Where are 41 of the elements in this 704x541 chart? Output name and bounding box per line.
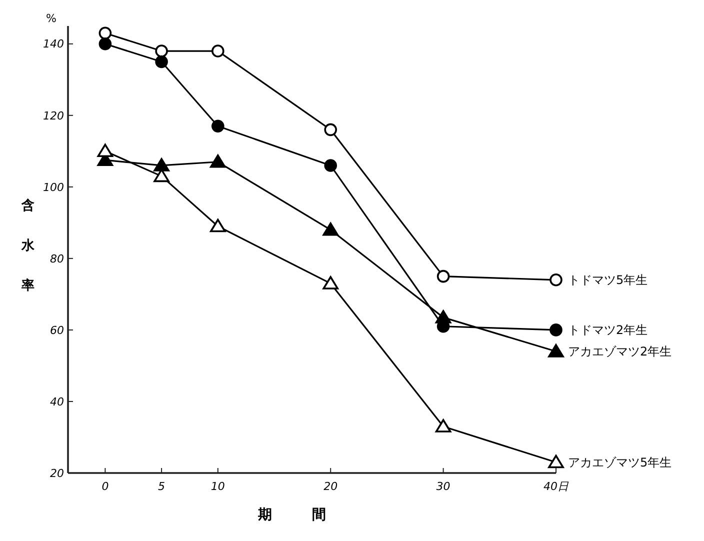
point <box>435 419 452 432</box>
point <box>322 276 338 290</box>
series-label: トドマツ5年生 <box>568 273 648 288</box>
point <box>98 37 112 50</box>
point <box>154 158 170 172</box>
series-label: アカエゾマツ2年生 <box>568 344 672 359</box>
x-tick-label: 20 <box>324 480 338 493</box>
y-tick-label: 20 <box>50 466 64 480</box>
y-tick-label: 100 <box>43 180 64 194</box>
point <box>97 144 114 158</box>
x-axis-title: 期間 <box>257 507 366 523</box>
point <box>548 344 564 358</box>
point <box>324 159 337 172</box>
point <box>211 120 224 133</box>
x-tick-label: 30 <box>436 480 450 493</box>
text: % <box>46 12 56 25</box>
x-tick-label: 0 <box>102 480 109 493</box>
point <box>210 154 226 168</box>
point <box>211 44 224 58</box>
series-label: アカエゾマツ5年生 <box>568 455 672 470</box>
x-tick-label: 10 <box>210 480 225 493</box>
point <box>550 273 562 286</box>
point <box>210 218 226 232</box>
y-tick-label: 120 <box>43 109 64 122</box>
series-label: トドマツ2年生 <box>568 323 648 338</box>
point <box>155 44 168 58</box>
point <box>98 26 112 40</box>
point <box>548 454 564 468</box>
point <box>435 310 452 324</box>
y-tick-label: 40 <box>50 395 64 408</box>
y-tick-label: 80 <box>50 252 64 266</box>
x-tick-label: 40日 <box>544 480 570 493</box>
y-tick-label: 60 <box>50 324 64 337</box>
point <box>322 222 338 236</box>
y-tick-label: 140 <box>43 38 64 51</box>
point <box>155 55 168 68</box>
point <box>324 123 337 136</box>
point <box>436 270 450 283</box>
text: 含水率 <box>22 198 34 294</box>
x-tick-label: 5 <box>158 480 166 493</box>
point <box>550 324 562 336</box>
